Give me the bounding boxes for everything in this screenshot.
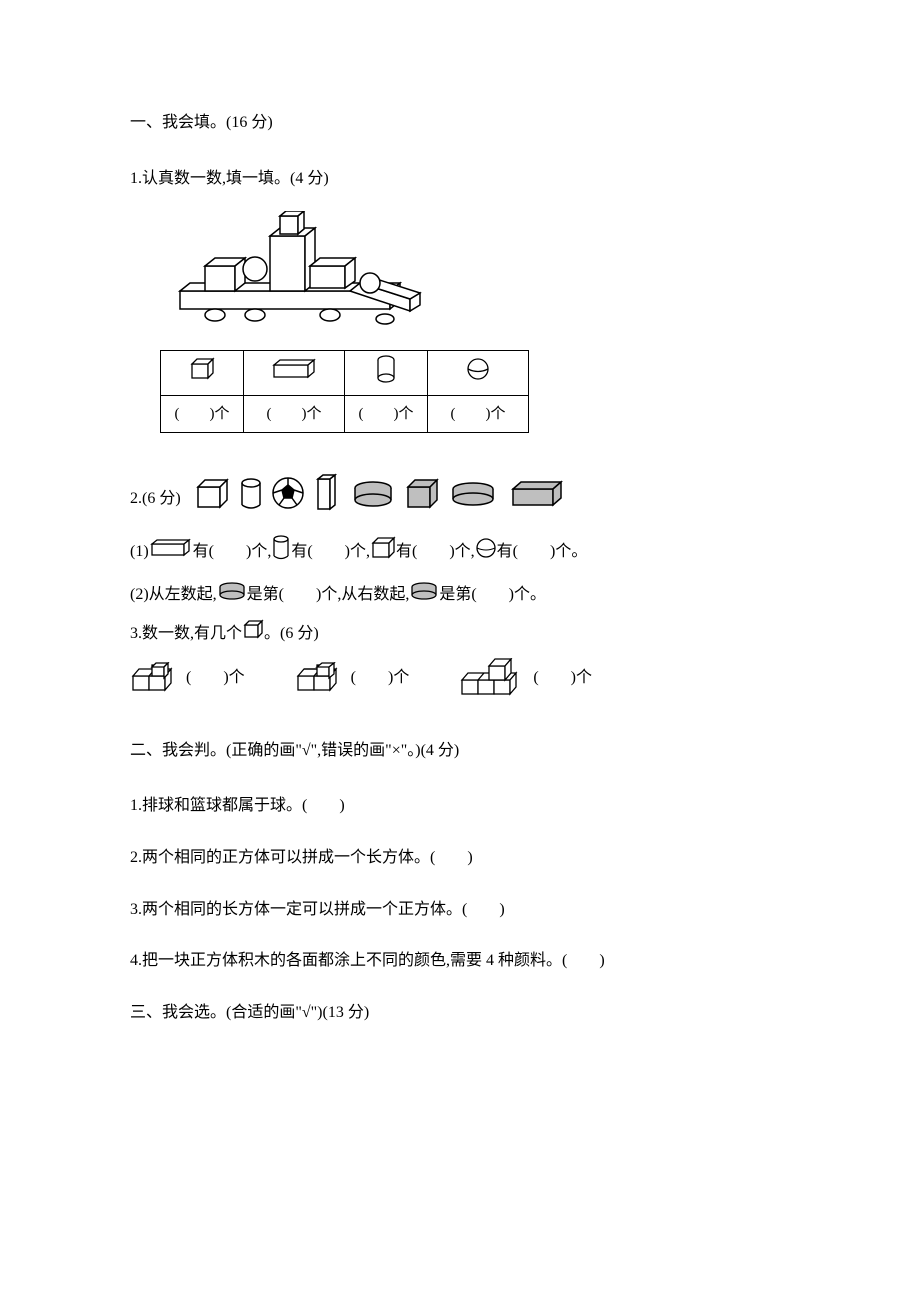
q1-prompt: 1.认真数一数,填一填。(4 分) — [130, 166, 790, 192]
cuboid-small-icon — [149, 538, 193, 567]
q3-b: 。(6 分) — [264, 621, 319, 647]
has2: 有( )个, — [291, 539, 370, 565]
q3-prompt: 3.数一数,有几个 。(6 分) — [130, 619, 790, 648]
q3-blank3: ( )个 — [533, 665, 592, 691]
q2-1-prefix: (1) — [130, 539, 149, 565]
cube-small-icon — [370, 536, 396, 569]
judge-3: 3.两个相同的长方体一定可以拼成一个正方体。( ) — [130, 897, 790, 923]
blank-1: ( )个 — [161, 396, 244, 433]
q3-fig1: ( )个 — [130, 662, 245, 694]
blank-2: ( )个 — [244, 396, 345, 433]
cube-icon-cell — [161, 350, 244, 396]
blank-4: ( )个 — [428, 396, 529, 433]
cube-icon — [189, 357, 215, 381]
sphere-icon — [465, 356, 491, 382]
q3-fig3: ( )个 — [459, 658, 592, 698]
train-svg — [160, 211, 440, 331]
circle-small-icon — [475, 537, 497, 568]
cylinder-small-icon — [271, 534, 291, 571]
q2-2a: (2)从左数起, — [130, 582, 217, 608]
q2-line2: (2)从左数起, 是第( )个,从右数起, 是第( )个。 — [130, 581, 790, 610]
q2-prompt-row: 2.(6 分) — [130, 473, 790, 524]
cylinder-icon — [375, 355, 397, 383]
judge-2: 2.两个相同的正方体可以拼成一个长方体。( ) — [130, 845, 790, 871]
q2-prefix: 2.(6 分) — [130, 486, 181, 512]
has1: 有( )个, — [193, 539, 272, 565]
q2-2c: 是第( )个。 — [439, 582, 546, 608]
judge-1: 1.排球和篮球都属于球。( ) — [130, 793, 790, 819]
section2-heading: 二、我会判。(正确的画"√",错误的画"×"。)(4 分) — [130, 738, 790, 764]
cube-tiny-icon — [242, 619, 264, 648]
has4: 有( )个。 — [497, 539, 588, 565]
has3: 有( )个, — [396, 539, 475, 565]
blank-3: ( )个 — [345, 396, 428, 433]
section3-heading: 三、我会选。(合适的画"√")(13 分) — [130, 1000, 790, 1026]
sphere-icon-cell — [428, 350, 529, 396]
cuboid-icon — [271, 358, 317, 380]
q2-line1: (1) 有( )个, 有( )个, 有( )个, 有( )个。 — [130, 534, 790, 571]
q1-figure — [160, 211, 790, 340]
page: 一、我会填。(16 分) 1.认真数一数,填一填。(4 分) — [0, 0, 920, 1115]
cylinder-icon-cell — [345, 350, 428, 396]
q3-blank1: ( )个 — [186, 665, 245, 691]
q3-figures: ( )个 ( )个 ( )个 — [130, 658, 790, 698]
q1-table: ( )个 ( )个 ( )个 ( )个 — [160, 350, 529, 434]
gray-cylinder-icon-2 — [409, 581, 439, 610]
section1-heading: 一、我会填。(16 分) — [130, 110, 790, 136]
q2-2b: 是第( )个,从右数起, — [247, 582, 410, 608]
q3-fig2: ( )个 — [295, 662, 410, 694]
q3-blank2: ( )个 — [351, 665, 410, 691]
q2-shapes-row — [193, 473, 573, 524]
cuboid-icon-cell — [244, 350, 345, 396]
gray-cylinder-icon — [217, 581, 247, 610]
judge-4: 4.把一块正方体积木的各面都涂上不同的颜色,需要 4 种颜料。( ) — [130, 948, 790, 974]
q3-a: 3.数一数,有几个 — [130, 621, 242, 647]
